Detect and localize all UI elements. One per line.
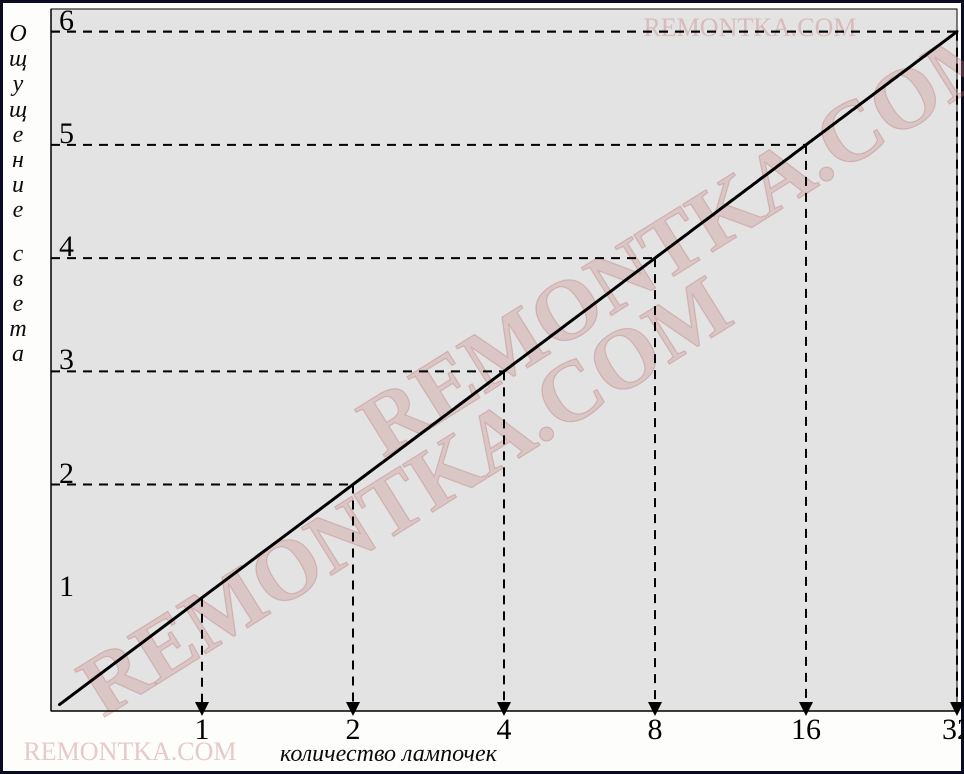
y-tick-4: 4	[59, 230, 74, 264]
x-tick-2: 2	[346, 713, 361, 747]
x-axis-label: количество лампочек	[280, 741, 497, 768]
y-tick-3: 3	[59, 343, 74, 377]
y-tick-6: 6	[59, 4, 74, 38]
y-tick-5: 5	[59, 117, 74, 151]
svg-text:REMONTKA.COM: REMONTKA.COM	[643, 13, 856, 42]
x-tick-16: 16	[791, 713, 821, 747]
chart-frame: REMONTKA.COMREMONTKA.COMREMONTKA.COMREMO…	[0, 0, 964, 774]
y-tick-2: 2	[59, 457, 74, 491]
y-axis-label: Ощущениесвета	[6, 22, 30, 367]
y-tick-1: 1	[59, 570, 74, 604]
x-tick-8: 8	[648, 713, 663, 747]
x-tick-4: 4	[497, 713, 512, 747]
x-tick-32: 32	[942, 713, 964, 747]
chart-svg: REMONTKA.COMREMONTKA.COMREMONTKA.COMREMO…	[0, 0, 964, 774]
x-tick-1: 1	[195, 713, 210, 747]
